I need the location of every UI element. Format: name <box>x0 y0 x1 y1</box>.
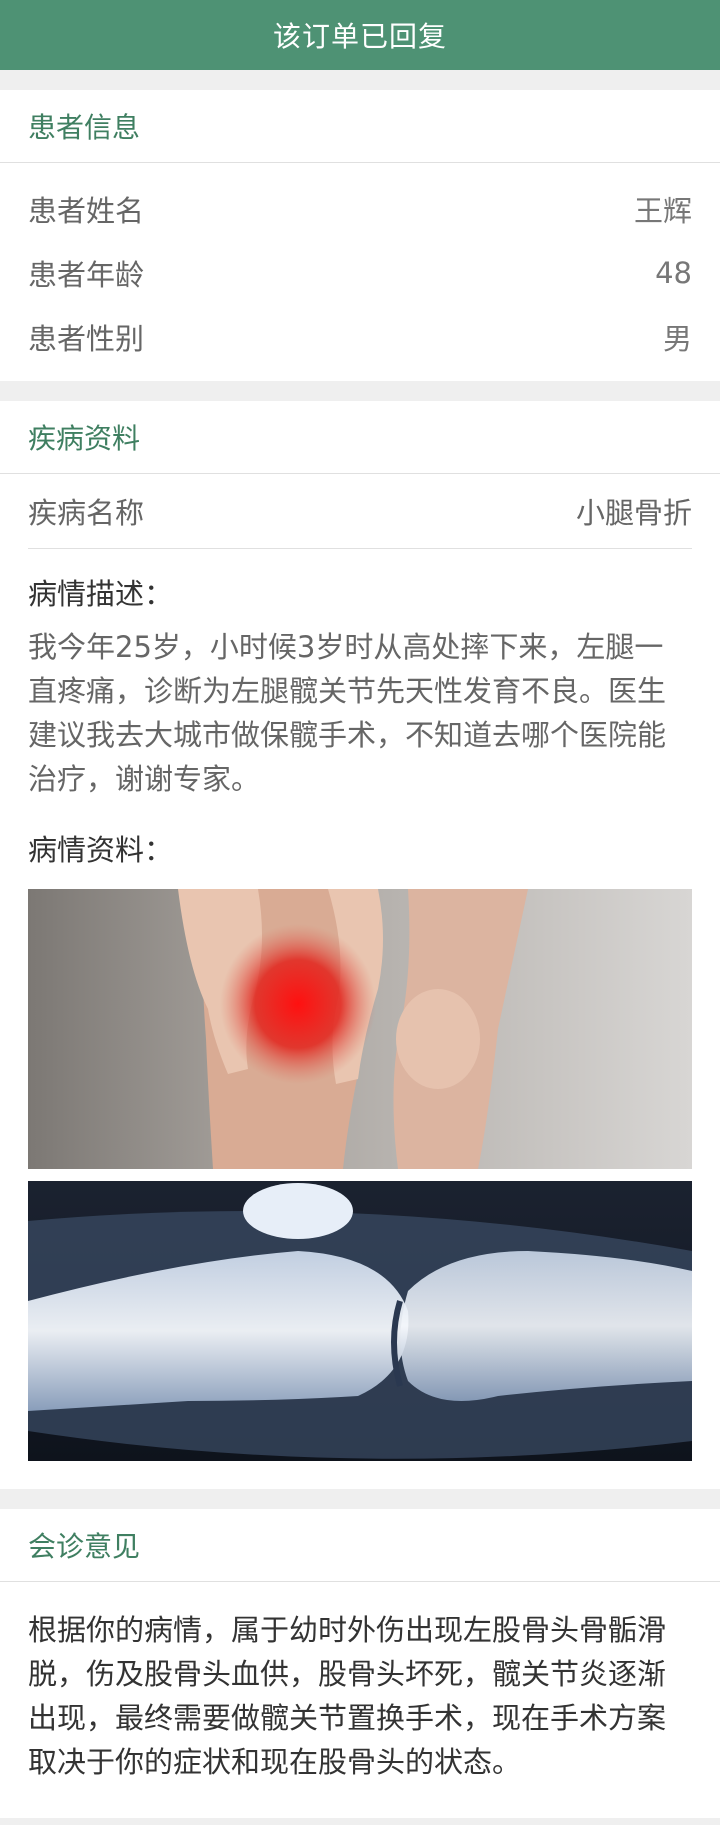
description-title: 病情描述： <box>28 577 174 611</box>
disease-info-card: 疾病资料 疾病名称 小腿骨折 病情描述： 我今年25岁，小时候3岁时从高处摔下来… <box>0 401 720 1489</box>
materials-title: 病情资料： <box>28 833 174 867</box>
patient-info-title: 患者信息 <box>28 111 141 144</box>
consultation-card: 会诊意见 根据你的病情，属于幼时外伤出现左股骨头骨骺滑脱，伤及股骨头血供，股骨头… <box>0 1509 720 1818</box>
consultation-text: 根据你的病情，属于幼时外伤出现左股骨头骨骺滑脱，伤及股骨头血供，股骨头坏死，髋关… <box>28 1613 667 1779</box>
description-text: 我今年25岁，小时候3岁时从高处摔下来，左腿一直疼痛，诊断为左腿髋关节先天性发育… <box>28 630 667 796</box>
disease-info-title: 疾病资料 <box>28 422 141 455</box>
patient-name-row: 患者姓名 王辉 <box>0 177 720 241</box>
patient-info-header: 患者信息 <box>0 90 720 163</box>
patient-age-label: 患者年龄 <box>28 258 145 292</box>
knee-pain-photo[interactable] <box>28 889 692 1169</box>
patient-gender-value: 男 <box>662 322 692 356</box>
consultation-header: 会诊意见 <box>0 1509 720 1582</box>
patient-info-card: 患者信息 患者姓名 王辉 患者年龄 48 患者性别 男 <box>0 90 720 381</box>
disease-name-value: 小腿骨折 <box>575 496 692 530</box>
disease-info-header: 疾病资料 <box>0 401 720 474</box>
materials-images <box>0 869 720 1489</box>
patient-name-value: 王辉 <box>633 194 692 228</box>
patient-age-row: 患者年龄 48 <box>0 241 720 305</box>
patient-gender-label: 患者性别 <box>28 322 145 356</box>
knee-xray-photo[interactable] <box>28 1181 692 1461</box>
disease-name-row: 疾病名称 小腿骨折 <box>28 474 692 549</box>
consultation-title: 会诊意见 <box>28 1530 141 1563</box>
patient-name-label: 患者姓名 <box>28 194 145 228</box>
patient-age-value: 48 <box>655 256 692 290</box>
order-status-title: 该订单已回复 <box>272 20 447 53</box>
patient-gender-row: 患者性别 男 <box>0 305 720 369</box>
disease-name-label: 疾病名称 <box>28 496 145 530</box>
order-status-bar: 该订单已回复 <box>0 0 720 70</box>
